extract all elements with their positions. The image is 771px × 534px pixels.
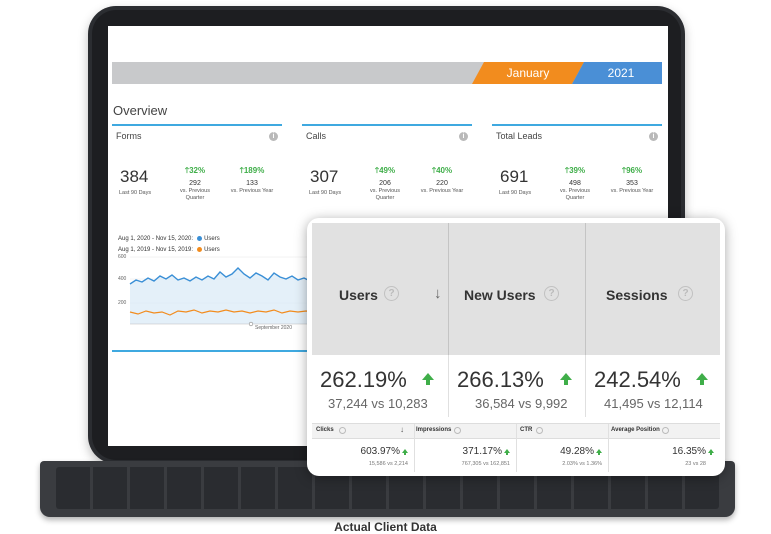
kpi-name: Total Leads bbox=[496, 131, 543, 141]
users-compare: 37,244 vs 10,283 bbox=[328, 396, 428, 411]
header-sessions[interactable]: Sessions ? bbox=[586, 223, 720, 355]
header-users[interactable]: Users ? ↓ bbox=[339, 285, 442, 303]
clicks-change: 603.97% bbox=[360, 446, 400, 457]
sort-down-icon[interactable]: ↓ bbox=[434, 285, 442, 302]
up-arrow-icon bbox=[708, 449, 714, 455]
kpi-compare-year: 🡑40% 220 vs. Previous Year bbox=[420, 166, 464, 194]
col-ctr[interactable]: CTR bbox=[520, 427, 533, 433]
up-arrow-icon bbox=[696, 373, 708, 385]
up-arrow-icon bbox=[560, 373, 572, 385]
avg-position-change: 16.35% bbox=[672, 446, 706, 457]
up-arrow-icon: 🡑 bbox=[431, 166, 437, 175]
help-icon[interactable] bbox=[536, 427, 543, 434]
kpi-value: 307 bbox=[310, 167, 339, 186]
caption: Actual Client Data bbox=[334, 520, 437, 534]
kpi-name: Calls bbox=[306, 131, 327, 141]
kpi-sub: Last 90 Days bbox=[119, 190, 152, 196]
help-icon[interactable] bbox=[662, 427, 669, 434]
col-clicks[interactable]: Clicks bbox=[316, 427, 334, 433]
search-console-table: Clicks ↓ Impressions CTR Average Positio… bbox=[312, 423, 720, 472]
kpi-compare-year: 🡑96% 353 vs. Previous Year bbox=[610, 166, 654, 194]
up-arrow-icon: 🡑 bbox=[621, 166, 627, 175]
chart-plot bbox=[129, 256, 316, 327]
up-arrow-icon: 🡑 bbox=[374, 166, 380, 175]
ctr-compare: 2.03% vs 1.36% bbox=[562, 461, 602, 467]
kpi-compare-year: 🡑189% 133 vs. Previous Year bbox=[230, 166, 274, 194]
legend-item-current: Aug 1, 2020 - Nov 15, 2020: Users bbox=[118, 235, 220, 242]
help-icon[interactable]: ? bbox=[678, 286, 693, 301]
date-bar: January 2021 bbox=[112, 62, 662, 84]
sessions-change: 242.54% bbox=[594, 367, 681, 392]
legend-item-previous: Aug 1, 2019 - Nov 15, 2019: Users bbox=[118, 246, 220, 253]
x-tick: September 2020 bbox=[255, 325, 292, 331]
series-area-current bbox=[130, 268, 316, 324]
kpi-card-total-leads: Total Leads i 691 Last 90 Days 🡑39% 498 … bbox=[492, 124, 662, 214]
avg-position-compare: 23 vs 28 bbox=[685, 461, 706, 467]
month-tab[interactable]: January bbox=[472, 62, 584, 84]
sessions-compare: 41,495 vs 12,114 bbox=[604, 396, 703, 411]
ctr-change: 49.28% bbox=[560, 446, 594, 457]
clicks-compare: 15,586 vs 2,214 bbox=[368, 461, 408, 467]
kpi-sub: Last 90 Days bbox=[309, 190, 342, 196]
up-arrow-icon bbox=[422, 373, 434, 385]
kpi-card-calls: Calls i 307 Last 90 Days 🡑49% 206 vs. Pr… bbox=[302, 124, 472, 214]
up-arrow-icon bbox=[504, 449, 510, 455]
kpi-sub: Last 90 Days bbox=[499, 190, 532, 196]
kpi-value: 384 bbox=[120, 167, 149, 186]
help-icon[interactable]: ? bbox=[384, 286, 399, 301]
section-divider bbox=[112, 350, 318, 352]
sort-down-icon[interactable]: ↓ bbox=[400, 425, 404, 434]
chart-legend: Aug 1, 2020 - Nov 15, 2020: Users Aug 1, … bbox=[118, 234, 220, 256]
legend-swatch bbox=[197, 246, 203, 252]
up-arrow-icon bbox=[596, 449, 602, 455]
series-line-previous bbox=[129, 309, 316, 316]
up-arrow-icon: 🡑 bbox=[184, 166, 190, 175]
analytics-card: Users ? ↓ New Users ? Sessions ? 262.19%… bbox=[307, 218, 725, 476]
col-average-position[interactable]: Average Position bbox=[611, 427, 660, 433]
header-new-users[interactable]: New Users ? bbox=[449, 223, 585, 355]
kpi-compare-quarter: 🡑49% 206 vs. Previous Quarter bbox=[370, 166, 400, 201]
users-change: 262.19% bbox=[320, 367, 407, 392]
up-arrow-icon: 🡑 bbox=[564, 166, 570, 175]
y-tick: 200 bbox=[118, 300, 127, 306]
new-users-change: 266.13% bbox=[457, 367, 544, 392]
year-tab[interactable]: 2021 bbox=[572, 62, 662, 84]
impressions-change: 371.17% bbox=[462, 446, 502, 457]
col-impressions[interactable]: Impressions bbox=[416, 427, 452, 433]
y-tick: 400 bbox=[118, 276, 127, 282]
kpi-name: Forms bbox=[116, 131, 142, 141]
metric-header-row: Users ? ↓ New Users ? Sessions ? bbox=[312, 223, 720, 355]
info-icon[interactable]: i bbox=[269, 132, 278, 141]
help-icon[interactable] bbox=[454, 427, 461, 434]
users-line-chart: 600 400 200 September 2020 bbox=[116, 254, 316, 334]
info-icon[interactable]: i bbox=[459, 132, 468, 141]
new-users-compare: 36,584 vs 9,992 bbox=[475, 396, 568, 411]
impressions-compare: 767,305 vs 162,851 bbox=[461, 461, 510, 467]
series-line-current bbox=[129, 267, 316, 285]
help-icon[interactable] bbox=[339, 427, 346, 434]
y-tick: 600 bbox=[118, 254, 127, 260]
overview-title: Overview bbox=[113, 103, 168, 118]
kpi-card-forms: Forms i 384 Last 90 Days 🡑32% 292 vs. Pr… bbox=[112, 124, 282, 214]
metric-values-row: 262.19% 37,244 vs 10,283 266.13% 36,584 … bbox=[312, 355, 720, 417]
kpi-value: 691 bbox=[500, 167, 529, 186]
kpi-compare-quarter: 🡑39% 498 vs. Previous Quarter bbox=[560, 166, 590, 201]
up-arrow-icon: 🡑 bbox=[239, 166, 244, 175]
help-icon[interactable]: ? bbox=[544, 286, 559, 301]
kpi-compare-quarter: 🡑32% 292 vs. Previous Quarter bbox=[180, 166, 210, 201]
info-icon[interactable]: i bbox=[649, 132, 658, 141]
up-arrow-icon bbox=[402, 449, 408, 455]
legend-swatch bbox=[197, 235, 203, 241]
